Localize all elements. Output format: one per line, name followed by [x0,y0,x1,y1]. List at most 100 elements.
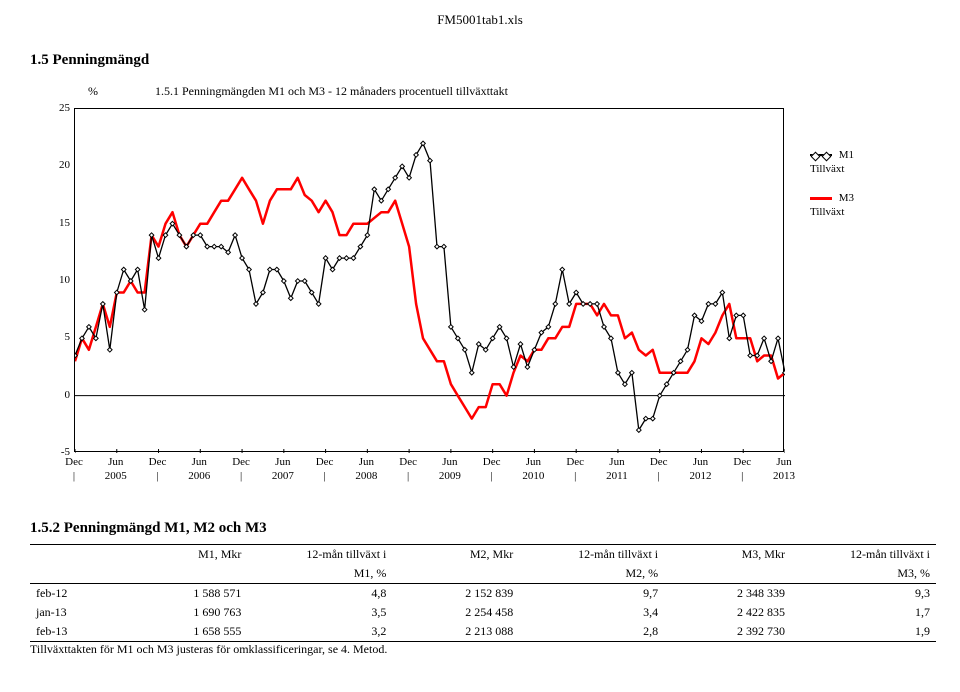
x-tick-label-top: Jun [776,456,791,468]
y-tick-label: 25 [59,102,70,114]
x-tick-label-bottom: | [658,470,660,482]
table-subheader-cell [664,564,791,584]
legend-m1-line1: M1 [839,149,854,161]
x-tick-label-top: Jun [693,456,708,468]
table-cell: 1,7 [791,603,936,622]
table-cell: 1,9 [791,622,936,642]
table-header-row-2: M1, % M2, % M3, % [30,564,936,584]
y-tick-label: 10 [59,274,70,286]
x-tick-label-top: Dec [399,456,417,468]
table-subheader-cell: M1, % [247,564,392,584]
x-tick-label-top: Dec [232,456,250,468]
y-tick-label: 15 [59,217,70,229]
table-cell: 1 658 555 [121,622,248,642]
legend-swatch-m3 [810,197,832,200]
table-subheader-cell [30,564,121,584]
x-tick-label-top: Dec [316,456,334,468]
table-cell: jan-13 [30,603,121,622]
data-table: M1, Mkr12-mån tillväxt iM2, Mkr12-mån ti… [30,544,936,642]
x-tick-label-top: Dec [65,456,83,468]
table-row: feb-131 658 5553,22 213 0882,82 392 7301… [30,622,936,642]
x-tick-label-bottom: 2008 [355,470,377,482]
table-cell: 1 588 571 [121,584,248,604]
chart-area [74,108,784,452]
line-chart-svg [75,109,785,453]
table-cell: 3,2 [247,622,392,642]
x-tick-label-bottom: 2009 [439,470,461,482]
table-heading: 1.5.2 Penningmängd M1, M2 och M3 [30,520,267,537]
x-tick-label-bottom: | [407,470,409,482]
x-tick-label-bottom: | [741,470,743,482]
table-header-cell [30,545,121,565]
legend-m3-line1: M3 [839,192,854,204]
x-tick-label-bottom: 2006 [188,470,210,482]
x-tick-label-top: Jun [442,456,457,468]
table-row: feb-121 588 5714,82 152 8399,72 348 3399… [30,584,936,604]
x-tick-label-top: Dec [650,456,668,468]
x-tick-label-top: Jun [359,456,374,468]
table-cell: 2,8 [519,622,664,642]
legend-m1-line2: Tillväxt [810,163,844,175]
table-cell: 3,5 [247,603,392,622]
table-subheader-cell: M2, % [519,564,664,584]
x-tick-label-bottom: | [73,470,75,482]
section-heading: 1.5 Penningmängd [30,52,149,69]
table-cell: 2 422 835 [664,603,791,622]
legend-entry-m3: M3 Tillväxt [810,191,854,220]
table-cell: 2 152 839 [392,584,519,604]
table-subheader-cell: M3, % [791,564,936,584]
table-header-cell: M2, Mkr [392,545,519,565]
x-tick-label-top: Dec [733,456,751,468]
y-axis-labels: -50510152025 [44,108,70,452]
x-axis-labels: Dec | Jun 2005 Dec | Jun 2006 Dec | Jun 2007 Dec | Jun… [74,452,784,492]
table-subheader-cell [121,564,248,584]
x-tick-label-top: Dec [149,456,167,468]
x-tick-label-bottom: 2012 [689,470,711,482]
x-tick-label-top: Dec [483,456,501,468]
y-tick-label: 0 [65,389,71,401]
table-cell: 2 348 339 [664,584,791,604]
table-cell: feb-12 [30,584,121,604]
table-cell: feb-13 [30,622,121,642]
table-row: jan-131 690 7633,52 254 4583,42 422 8351… [30,603,936,622]
x-tick-label-top: Jun [108,456,123,468]
y-tick-label: 20 [59,159,70,171]
y-tick-label: 5 [65,331,71,343]
x-tick-label-bottom: | [156,470,158,482]
table-header-cell: M3, Mkr [664,545,791,565]
x-tick-label-top: Jun [526,456,541,468]
x-tick-label-top: Jun [275,456,290,468]
table-cell: 4,8 [247,584,392,604]
table-subheader-cell [392,564,519,584]
x-tick-label-bottom: 2007 [272,470,294,482]
table-header-cell: M1, Mkr [121,545,248,565]
x-tick-label-top: Jun [609,456,624,468]
x-tick-label-bottom: | [491,470,493,482]
chart-subtitle: 1.5.1 Penningmängden M1 och M3 - 12 måna… [155,84,508,99]
table-body: feb-121 588 5714,82 152 8399,72 348 3399… [30,584,936,642]
x-tick-label-top: Dec [566,456,584,468]
x-tick-label-bottom: | [323,470,325,482]
x-tick-label-bottom: | [240,470,242,482]
table-header-row-1: M1, Mkr12-mån tillväxt iM2, Mkr12-mån ti… [30,545,936,565]
table-header-cell: 12-mån tillväxt i [791,545,936,565]
table-cell: 2 213 088 [392,622,519,642]
table-cell: 2 392 730 [664,622,791,642]
legend-m3-line2: Tillväxt [810,206,844,218]
x-tick-label-bottom: 2013 [773,470,795,482]
percent-label: % [88,84,98,99]
table-cell: 9,3 [791,584,936,604]
x-tick-label-top: Jun [192,456,207,468]
x-tick-label-bottom: 2005 [105,470,127,482]
table-header-cell: 12-mån tillväxt i [247,545,392,565]
legend-entry-m1: M1 Tillväxt [810,148,854,177]
table-header-cell: 12-mån tillväxt i [519,545,664,565]
filename-label: FM5001tab1.xls [437,12,523,28]
table-cell: 9,7 [519,584,664,604]
x-tick-label-bottom: | [574,470,576,482]
table-cell: 1 690 763 [121,603,248,622]
table-footnote: Tillväxttakten för M1 och M3 justeras fö… [30,642,387,657]
table-cell: 2 254 458 [392,603,519,622]
x-tick-label-bottom: 2010 [522,470,544,482]
chart-legend: M1 Tillväxt M3 Tillväxt [810,148,854,233]
